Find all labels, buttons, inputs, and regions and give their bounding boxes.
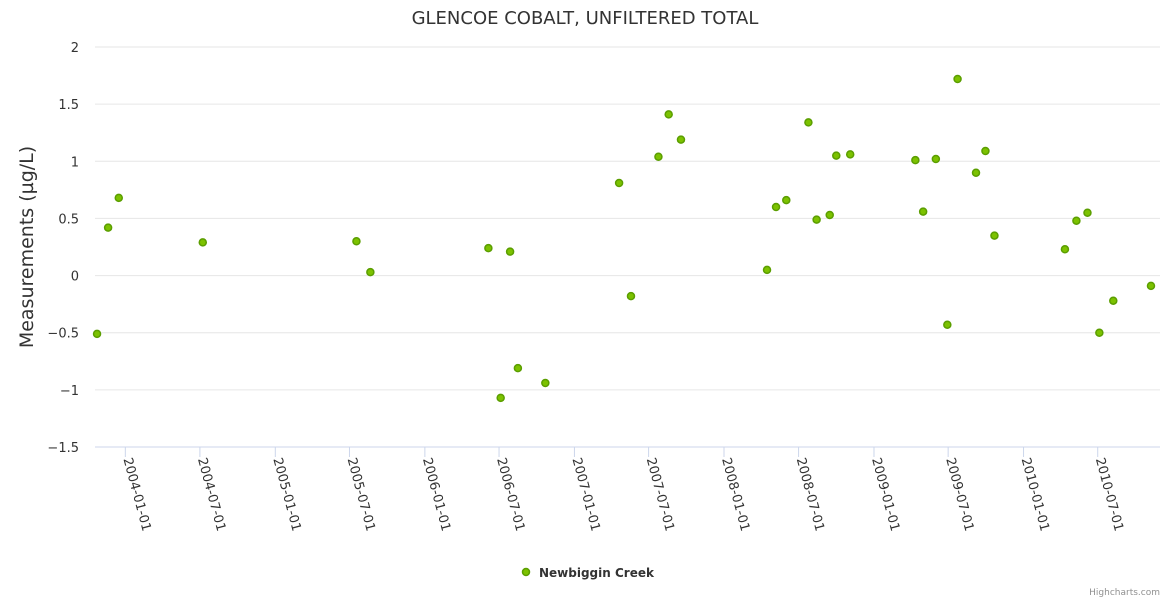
x-tick-label: 2004-01-01 <box>119 456 153 533</box>
y-tick-label: −1 <box>60 384 79 399</box>
data-point[interactable] <box>92 329 102 339</box>
data-point[interactable] <box>943 320 952 329</box>
data-point[interactable] <box>832 151 841 160</box>
x-tick-label: 2010-07-01 <box>1092 456 1126 533</box>
x-tick-label: 2008-07-01 <box>793 456 827 533</box>
x-tick-label: 2007-07-01 <box>643 456 677 533</box>
series-newbiggin-creek <box>92 74 1156 403</box>
grid-lines <box>95 46 1160 391</box>
data-point[interactable] <box>782 195 791 205</box>
y-tick-label: 1 <box>71 155 79 170</box>
data-point[interactable] <box>484 243 493 253</box>
data-point[interactable] <box>626 291 636 301</box>
data-point[interactable] <box>496 393 505 403</box>
legend[interactable]: Newbiggin Creek <box>521 566 655 580</box>
data-point[interactable] <box>664 110 673 119</box>
data-point[interactable] <box>541 378 550 388</box>
x-tick-label: 2006-07-01 <box>493 456 527 533</box>
data-point[interactable] <box>366 267 375 277</box>
y-tick-label: 1.5 <box>58 98 79 113</box>
data-point[interactable] <box>352 237 361 246</box>
x-tick-label: 2009-01-01 <box>868 456 902 533</box>
data-point[interactable] <box>825 210 834 220</box>
data-point[interactable] <box>911 155 920 165</box>
data-point[interactable] <box>953 74 962 84</box>
data-point[interactable] <box>771 202 781 212</box>
data-point[interactable] <box>654 152 663 161</box>
data-point[interactable] <box>918 207 928 216</box>
data-point[interactable] <box>103 223 113 232</box>
x-tick-label: 2005-07-01 <box>344 456 378 533</box>
data-point[interactable] <box>505 247 515 256</box>
data-point[interactable] <box>990 231 999 240</box>
y-tick-label: 0.5 <box>58 212 79 227</box>
legend-marker-icon <box>521 567 531 577</box>
y-tick-label: −1.5 <box>47 441 79 456</box>
y-axis: −1.5 −1 −0.5 0 0.5 1 1.5 2 <box>47 41 79 456</box>
data-point[interactable] <box>762 265 772 275</box>
data-point[interactable] <box>614 178 624 188</box>
data-point[interactable] <box>114 193 124 203</box>
data-point[interactable] <box>804 118 813 127</box>
y-tick-label: −0.5 <box>47 327 79 342</box>
x-tick-label: 2007-01-01 <box>569 456 603 533</box>
x-tick-label: 2004-07-01 <box>194 456 228 533</box>
data-point[interactable] <box>1109 296 1118 305</box>
x-tick-label: 2008-01-01 <box>718 456 752 533</box>
y-tick-label: 0 <box>71 270 79 285</box>
data-point[interactable] <box>1095 328 1104 337</box>
data-point[interactable] <box>513 363 523 373</box>
x-tick-label: 2005-01-01 <box>269 456 303 533</box>
x-axis: 2004-01-01 2004-07-01 2005-01-01 2005-07-01… <box>119 447 1126 533</box>
data-point[interactable] <box>812 215 821 224</box>
data-point[interactable] <box>981 146 990 156</box>
data-point[interactable] <box>845 150 855 159</box>
data-point[interactable] <box>198 238 208 247</box>
y-tick-label: 2 <box>71 41 79 56</box>
data-point[interactable] <box>1060 245 1070 254</box>
y-axis-title: Measurements (µg/L) <box>16 146 38 348</box>
data-point[interactable] <box>676 135 686 144</box>
x-tick-label: 2009-07-01 <box>942 456 976 533</box>
chart-title: GLENCOE COBALT, UNFILTERED TOTAL <box>412 8 759 29</box>
data-point[interactable] <box>1083 208 1092 217</box>
data-point[interactable] <box>931 154 941 164</box>
data-point[interactable] <box>971 168 981 177</box>
x-tick-label: 2010-01-01 <box>1018 456 1052 533</box>
data-point[interactable] <box>1072 216 1081 225</box>
credits-link[interactable]: Highcharts.com <box>1089 588 1160 598</box>
legend-label[interactable]: Newbiggin Creek <box>539 566 655 580</box>
x-tick-label: 2006-01-01 <box>419 456 453 533</box>
data-point[interactable] <box>1146 281 1156 291</box>
